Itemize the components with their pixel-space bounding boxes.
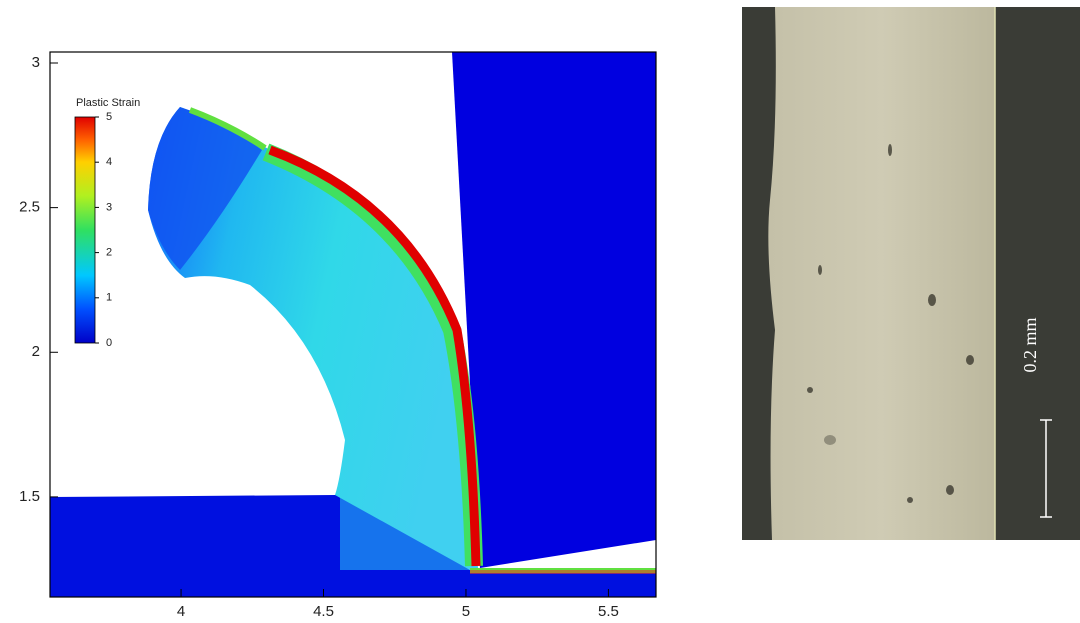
plot-frame <box>49 51 657 598</box>
colorbar-tick-label: 3 <box>106 201 112 213</box>
colorbar-tick-label: 2 <box>106 247 112 259</box>
colorbar <box>74 116 96 344</box>
colorbar-title: Plastic Strain <box>76 97 140 109</box>
y-tick-label: 1.5 <box>19 488 40 505</box>
y-tick-label: 2 <box>32 343 40 360</box>
colorbar-tick-label: 1 <box>106 292 112 304</box>
x-tick-label: 4 <box>177 603 185 620</box>
y-tick-label: 2.5 <box>19 199 40 216</box>
contour-field <box>50 52 656 597</box>
x-tick-label: 5 <box>462 603 470 620</box>
x-tick-label: 5.5 <box>598 603 619 620</box>
colorbar-tick-label: 0 <box>106 337 112 349</box>
x-tick-label: 4.5 <box>313 603 334 620</box>
micrograph <box>742 7 1080 540</box>
y-tick-label: 3 <box>32 54 40 71</box>
colorbar-tick-label: 4 <box>106 156 112 168</box>
scale-bar-label: 0.2 mm <box>1020 317 1040 372</box>
colorbar-tick-label: 5 <box>106 111 112 123</box>
